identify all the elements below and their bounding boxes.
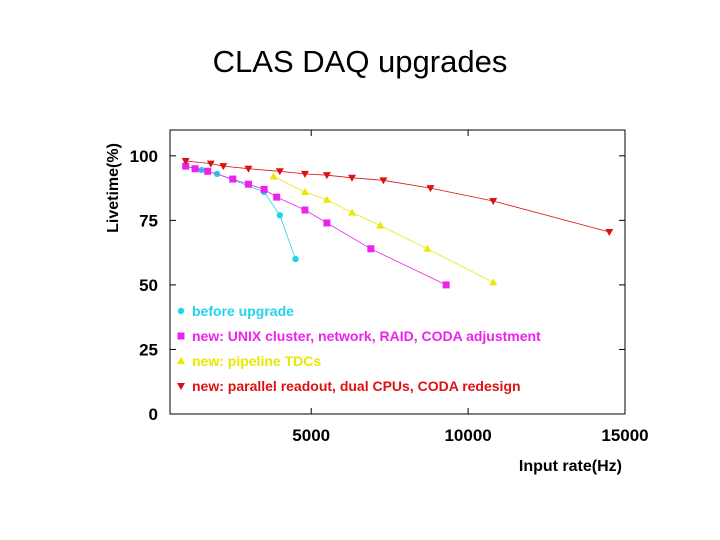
data-point	[182, 162, 190, 170]
x-tick-label: 15000	[601, 426, 648, 445]
plot-frame	[169, 129, 626, 415]
y-tick-label: 100	[130, 147, 158, 166]
legend: before upgrade new: UNIX cluster, network…	[177, 303, 541, 394]
data-point	[191, 165, 199, 173]
data-point	[204, 167, 212, 175]
data-point	[219, 163, 228, 171]
data-point	[379, 177, 388, 185]
y-tick-label: 0	[149, 405, 158, 424]
legend-label: new: UNIX cluster, network, RAID, CODA a…	[192, 328, 541, 344]
data-point	[244, 165, 253, 173]
data-point	[489, 198, 498, 205]
legend-item: before upgrade	[177, 303, 294, 319]
legend-label: before upgrade	[192, 303, 294, 319]
data-point	[300, 187, 309, 195]
series-line	[185, 160, 610, 233]
data-point	[181, 157, 190, 165]
x-tick-label: 10000	[444, 426, 491, 445]
plot-area	[169, 129, 626, 415]
data-point	[292, 255, 299, 263]
data-point	[442, 281, 450, 289]
data-point	[322, 195, 331, 203]
data-point	[276, 212, 284, 219]
data-point	[376, 221, 385, 229]
series-1	[182, 162, 299, 263]
series-4	[181, 157, 614, 236]
series-3	[269, 172, 498, 286]
legend-item: new: parallel readout, dual CPUs, CODA r…	[177, 378, 521, 394]
data-point	[426, 185, 435, 193]
legend-item: new: UNIX cluster, network, RAID, CODA a…	[177, 328, 541, 344]
data-point	[206, 160, 215, 168]
legend-marker	[177, 357, 185, 364]
legend-marker	[177, 383, 185, 390]
legend-marker	[177, 307, 185, 315]
legend-item: new: pipeline TDCs	[177, 353, 321, 369]
legend-marker	[177, 332, 185, 340]
data-point	[348, 208, 356, 216]
legend-label: new: pipeline TDCs	[192, 353, 321, 369]
x-axis-label: Input rate(Hz)	[519, 458, 622, 475]
data-point	[322, 172, 331, 180]
data-point	[269, 172, 278, 180]
data-point	[229, 175, 237, 183]
data-point	[260, 185, 268, 193]
chart-title: CLAS DAQ upgrades	[212, 44, 508, 79]
series-layer	[181, 157, 614, 289]
y-tick-label: 50	[139, 276, 158, 295]
y-tick-label: 25	[139, 340, 158, 359]
data-point	[301, 206, 309, 214]
data-point	[275, 168, 284, 176]
data-point	[273, 193, 281, 201]
y-axis-label: Livetime(%)	[105, 143, 122, 233]
data-point	[367, 245, 375, 253]
axes: 0 25 50 75 100 5000 10000 15000	[130, 130, 649, 445]
data-point	[423, 244, 432, 252]
data-point	[323, 219, 331, 227]
legend-label: new: parallel readout, dual CPUs, CODA r…	[192, 378, 521, 394]
data-point	[489, 278, 498, 286]
data-point	[300, 170, 309, 178]
data-point	[605, 228, 614, 236]
data-point	[244, 180, 252, 188]
y-tick-label: 75	[139, 211, 158, 230]
data-point	[348, 174, 356, 182]
series-2	[182, 162, 450, 289]
x-tick-label: 5000	[292, 426, 330, 445]
